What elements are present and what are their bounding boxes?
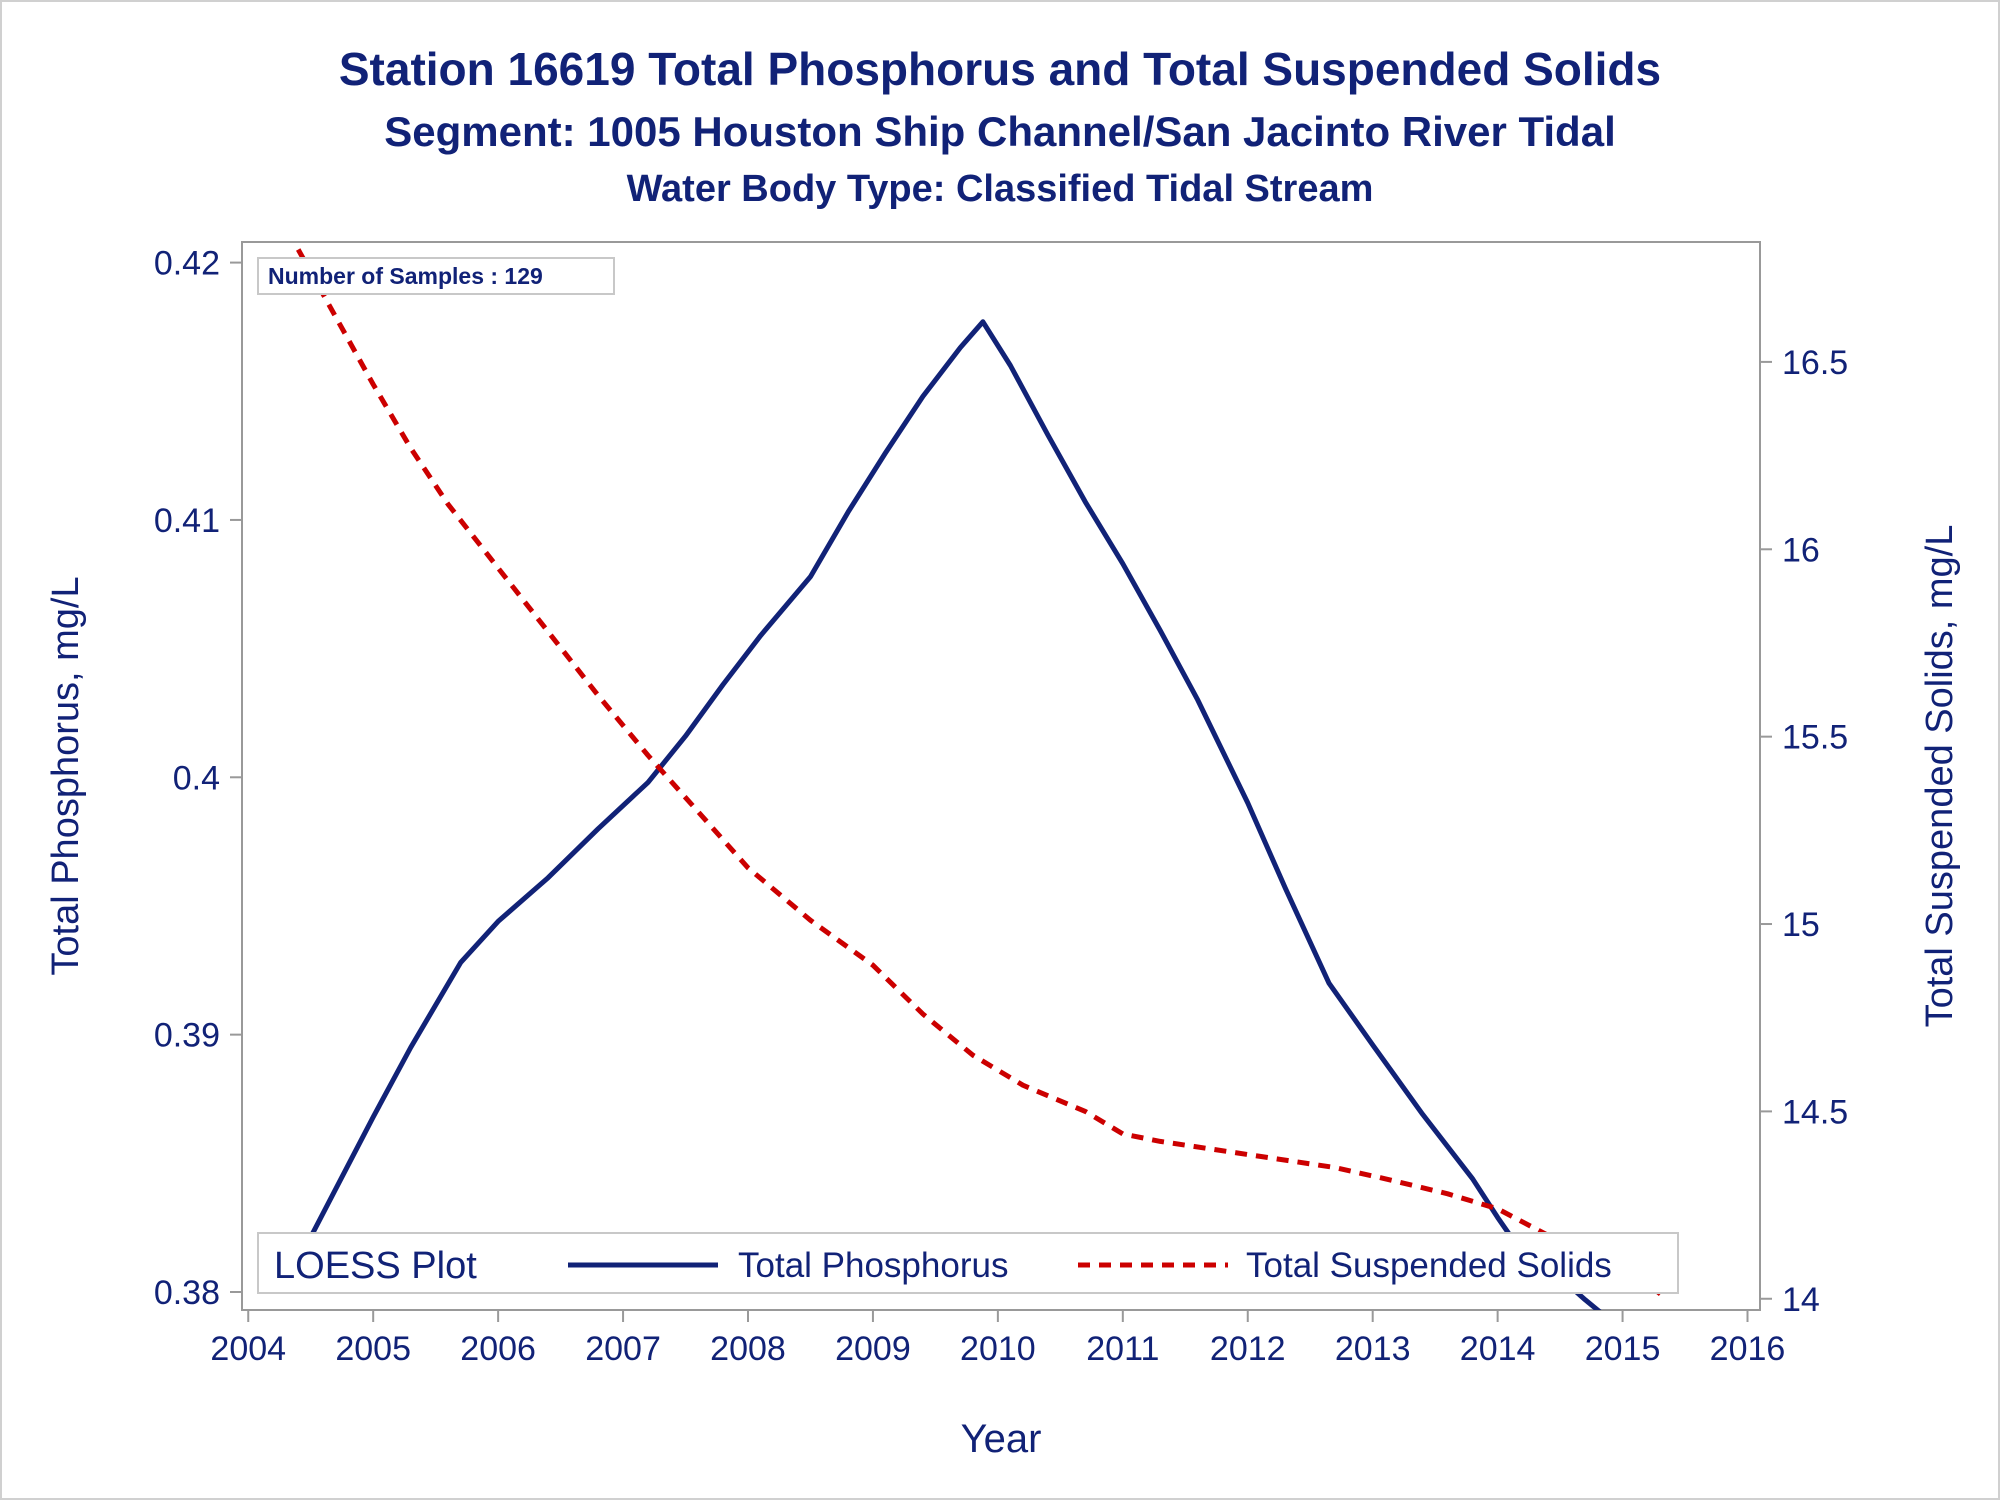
y-tick-label-2: 0.4 xyxy=(173,759,220,797)
legend-label-phosphorus: Total Phosphorus xyxy=(738,1246,1008,1285)
legend-title: LOESS Plot xyxy=(274,1245,477,1287)
x-tick-label-5: 2009 xyxy=(835,1330,911,1368)
x-tick-label-1: 2005 xyxy=(335,1330,411,1368)
x-tick-label-4: 2008 xyxy=(710,1330,786,1368)
y2-tick-label-5: 16.5 xyxy=(1782,344,1848,382)
y-tick-label-0: 0.38 xyxy=(154,1274,220,1312)
x-tick-label-8: 2012 xyxy=(1210,1330,1286,1368)
chart-subtitle-segment: Segment: 1005 Houston Ship Channel/San J… xyxy=(384,108,1616,155)
y2-tick-label-1: 14.5 xyxy=(1782,1093,1848,1131)
y2-axis-label: Total Suspended Solids, mg/L xyxy=(1919,525,1961,1028)
x-tick-label-7: 2011 xyxy=(1086,1330,1159,1368)
y2-tick-label-3: 15.5 xyxy=(1782,719,1848,757)
y-axis-label: Total Phosphorus, mg/L xyxy=(45,576,87,975)
legend-box xyxy=(257,1232,1679,1294)
x-tick-label-3: 2007 xyxy=(585,1330,661,1368)
y2-tick-label-4: 16 xyxy=(1782,531,1820,569)
samples-annotation-box xyxy=(257,257,615,295)
plot-layer: 2004 2005 2006 2007 2008 2009 2010 2011 2012 2013… xyxy=(45,241,1961,1461)
x-tick-label-12: 2016 xyxy=(1710,1330,1786,1368)
chart-subtitle-water-body: Water Body Type: Classified Tidal Stream xyxy=(626,168,1374,210)
series-line-total-phosphorus xyxy=(295,319,1602,1310)
annotation-layer: Number of Samples : 129 xyxy=(257,257,615,295)
samples-annotation: Number of Samples : 129 xyxy=(268,263,543,289)
x-tick-label-0: 2004 xyxy=(210,1330,286,1368)
y-tick-label-4: 0.42 xyxy=(154,245,220,283)
plot-area-frame xyxy=(241,241,1761,1311)
x-tick-label-2: 2006 xyxy=(460,1330,536,1368)
x-tick-label-6: 2010 xyxy=(960,1330,1036,1368)
y-tick-label-3: 0.41 xyxy=(154,502,220,540)
y2-tick-label-2: 15 xyxy=(1782,906,1820,944)
y-tick-label-1: 0.39 xyxy=(154,1017,220,1055)
chart-title: Station 16619 Total Phosphorus and Total… xyxy=(338,43,1662,95)
x-tick-label-11: 2015 xyxy=(1585,1330,1661,1368)
legend-label-tss: Total Suspended Solids xyxy=(1246,1246,1612,1285)
legend: LOESS Plot Total Phosphorus Total Suspen… xyxy=(257,1232,1679,1294)
series-line-total-suspended-solids xyxy=(296,248,1668,1301)
x-tick-label-10: 2014 xyxy=(1460,1330,1536,1368)
x-tick-label-9: 2013 xyxy=(1335,1330,1411,1368)
x-axis-label: Year xyxy=(961,1417,1042,1461)
y2-tick-label-0: 14 xyxy=(1782,1281,1820,1319)
